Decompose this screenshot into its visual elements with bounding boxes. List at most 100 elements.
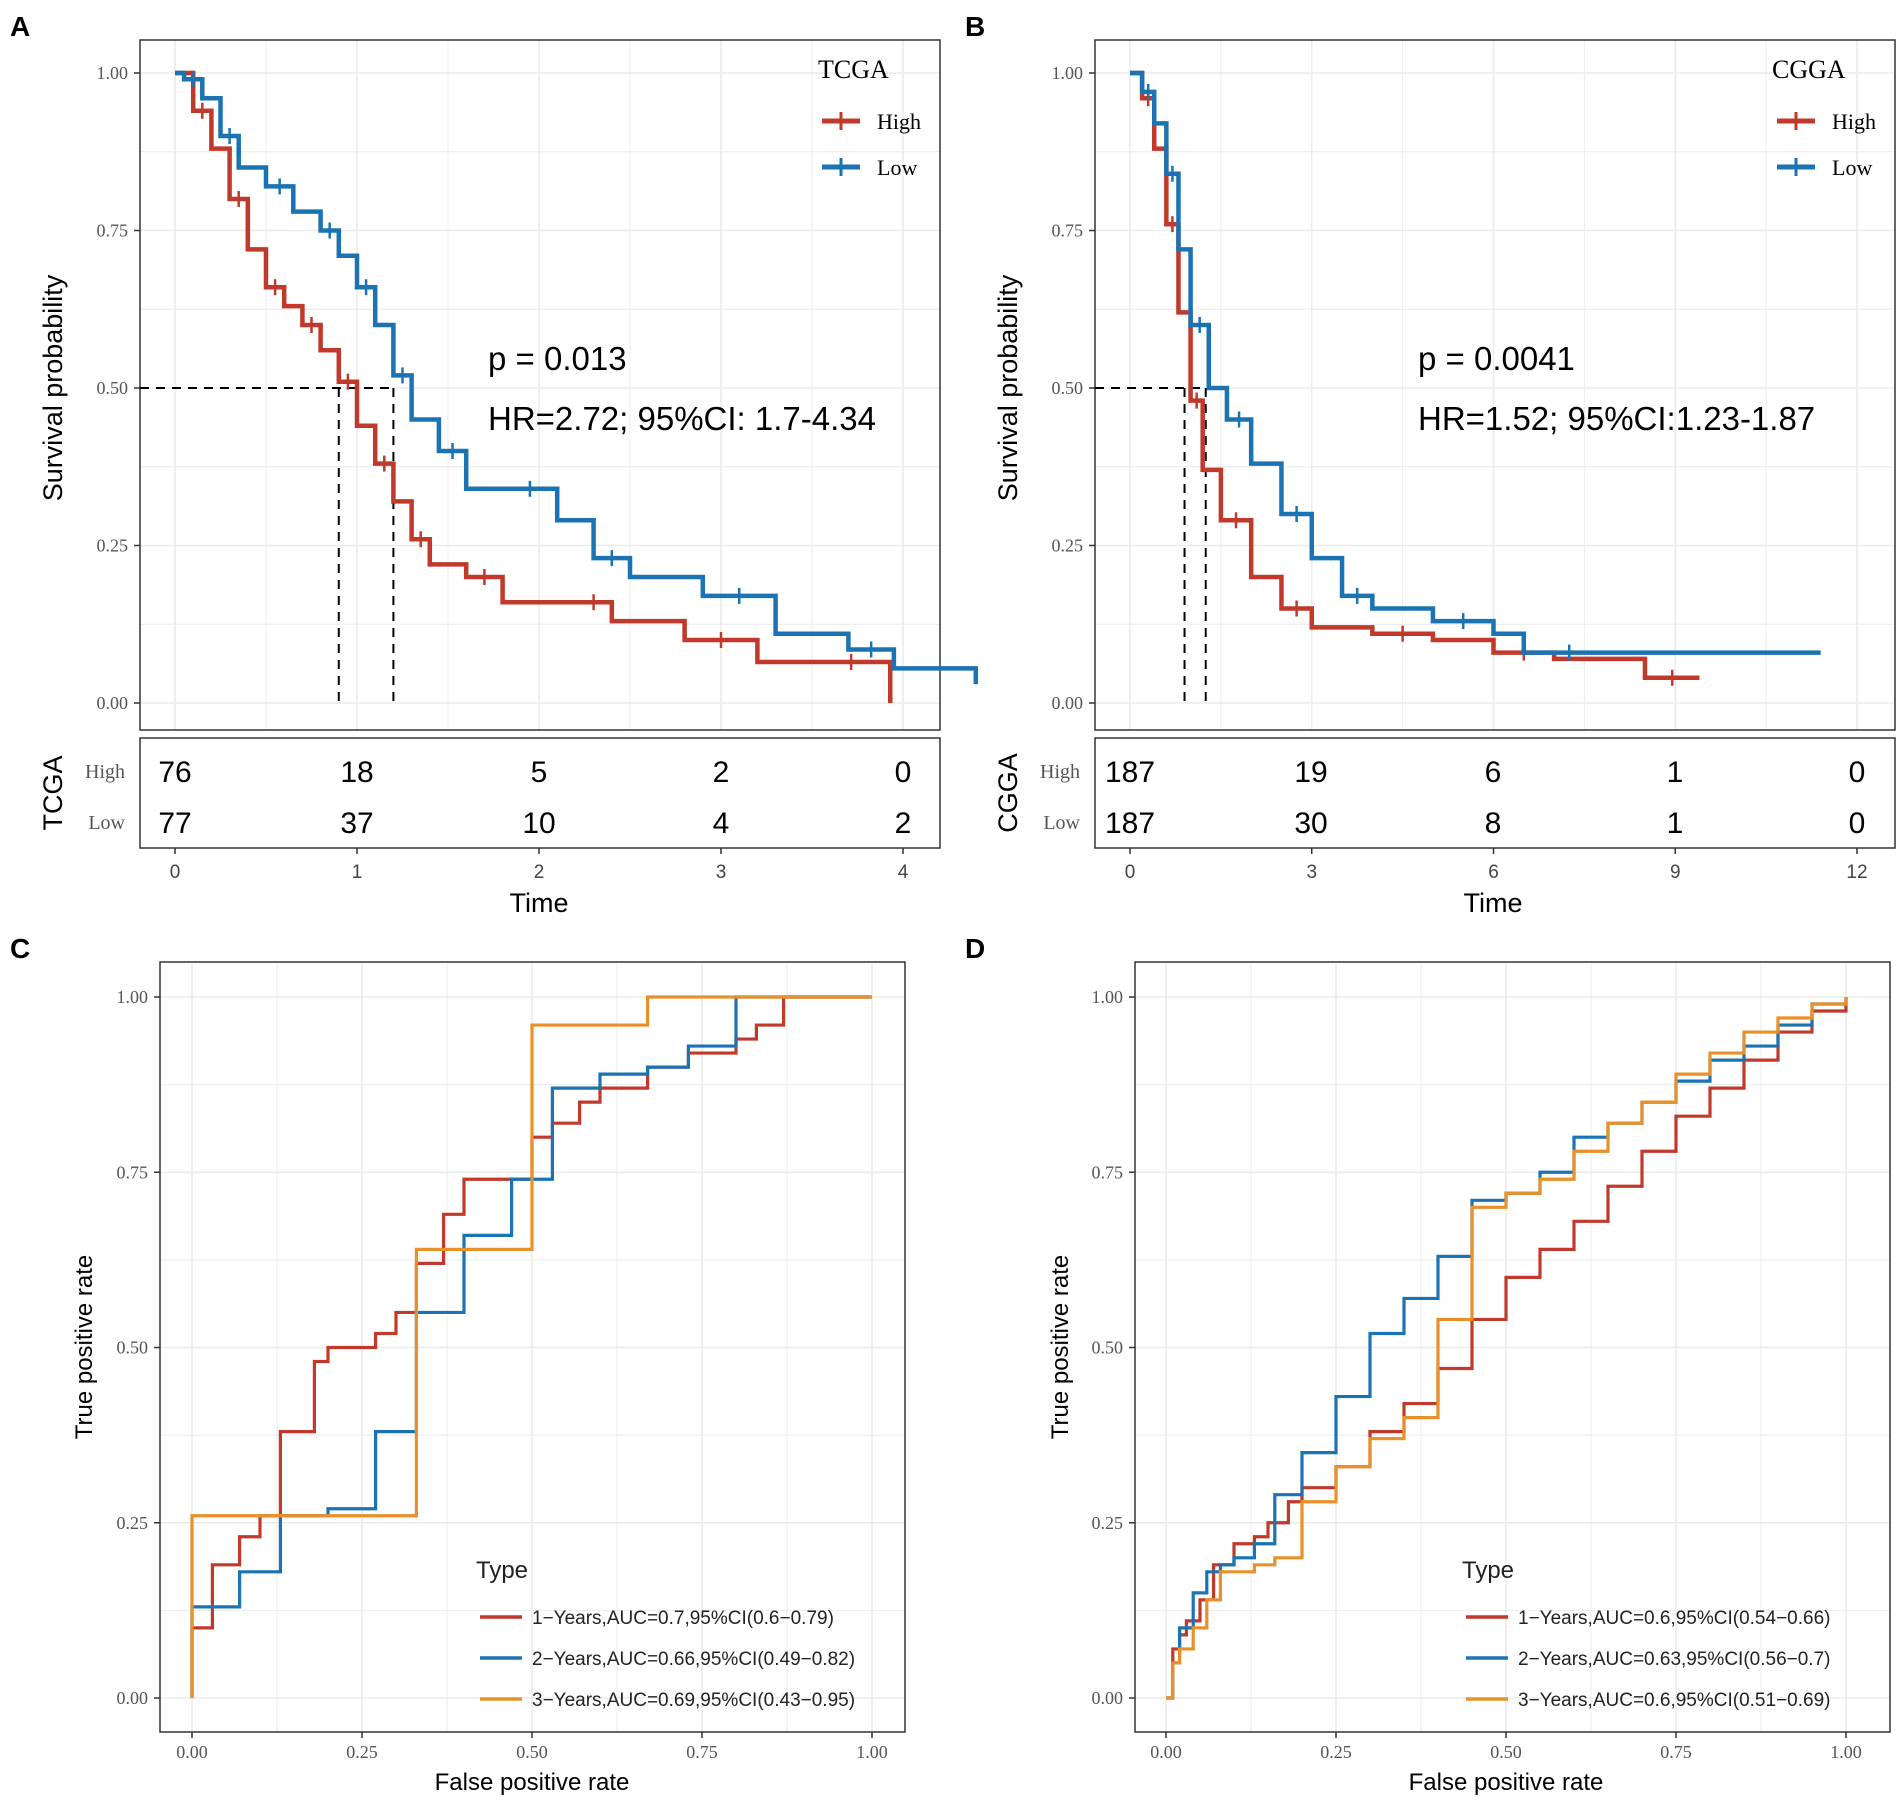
- survival-curves-a: [175, 70, 979, 703]
- y-axis-ticks-b: 0.00 0.25 0.50 0.75 1.00: [1052, 63, 1095, 713]
- y-tick-label: 0.50: [1092, 1338, 1124, 1358]
- roc-curves-d: [1166, 997, 1848, 1700]
- km-panel-tcga: A 0.00 0.25 0.50 0.75 1.00 Survival probabil…: [10, 11, 979, 918]
- risk-value: 187: [1105, 756, 1155, 789]
- x-tick-label: 3: [716, 862, 727, 883]
- survival-curve-high: [1130, 70, 1700, 681]
- risk-row-label-high-b: High: [1040, 761, 1080, 783]
- risk-value: 187: [1105, 807, 1155, 840]
- x-tick-label: 0.75: [1660, 1742, 1692, 1762]
- x-axis-ticks-b: 0 3 6 9 12: [1125, 848, 1868, 883]
- roc-panel-tcga: C 0.00 0.25 0.50 0.75 1.00 0.00 0.25 0.50 0.75 1.…: [10, 933, 906, 1796]
- legend-b: CGGA High Low: [1772, 55, 1876, 180]
- survival-curve-high: [175, 70, 893, 703]
- y-axis-ticks-a: 0.00 0.25 0.50 0.75 1.00: [97, 63, 140, 713]
- km-grid-tcga: [140, 40, 940, 730]
- legend-label-low-b: Low: [1832, 155, 1872, 180]
- km-grid-cgga: [1095, 40, 1895, 730]
- x-tick-label: 0.00: [176, 1742, 208, 1762]
- risk-value: 2: [713, 756, 730, 789]
- x-axis-title-a: Time: [510, 888, 569, 918]
- x-axis-title-c: False positive rate: [435, 1769, 630, 1796]
- roc-grid-cgga: [1135, 962, 1890, 1732]
- risk-row-label-low-a: Low: [88, 812, 125, 834]
- x-tick-label: 1.00: [856, 1742, 888, 1762]
- y-tick-label: 1.00: [1092, 987, 1124, 1007]
- y-tick-label: 0.75: [117, 1162, 149, 1182]
- y-tick-label: 0.00: [97, 693, 129, 713]
- risk-value: 0: [1849, 756, 1866, 789]
- legend-a: TCGA High Low: [818, 55, 921, 180]
- axis-ticks-c: 0.00 0.25 0.50 0.75 1.00 0.00 0.25 0.50 0.75 1.00: [117, 987, 888, 1762]
- y-tick-label: 1.00: [117, 987, 149, 1007]
- km-panel-cgga: B 0.00 0.25 0.50 0.75 1.00 Survival probabil…: [965, 11, 1896, 918]
- roc-legend-label: 3−Years,AUC=0.69,95%CI(0.43−0.95): [532, 1690, 855, 1711]
- roc-legend-c: Type 1−Years,AUC=0.7,95%CI(0.6−0.79) 2−Y…: [476, 1557, 855, 1711]
- risk-value: 10: [522, 807, 555, 840]
- y-axis-title-d: True positive rate: [1047, 1255, 1074, 1440]
- roc-curve-3-years: [1166, 997, 1848, 1700]
- median-lines-b: [1095, 387, 1207, 703]
- risk-value: 0: [895, 756, 912, 789]
- roc-legend-title-c: Type: [476, 1557, 528, 1584]
- risk-value: 19: [1294, 756, 1327, 789]
- roc-legend-label: 1−Years,AUC=0.6,95%CI(0.54−0.66): [1518, 1608, 1830, 1629]
- survival-curves-b: [1130, 70, 1821, 686]
- roc-legend-label: 2−Years,AUC=0.66,95%CI(0.49−0.82): [532, 1649, 855, 1670]
- risk-value: 5: [531, 756, 548, 789]
- risk-table-label-a: TCGA: [38, 755, 68, 830]
- y-tick-label: 0.75: [1052, 221, 1084, 241]
- roc-curve-3-years: [190, 995, 872, 1698]
- panel-label-c: C: [10, 933, 30, 964]
- x-tick-label: 0.25: [346, 1742, 378, 1762]
- x-axis-title-b: Time: [1464, 888, 1523, 918]
- legend-label-high-b: High: [1832, 109, 1876, 134]
- risk-table-frame-b: [1094, 737, 1896, 849]
- legend-label-high-a: High: [877, 109, 921, 134]
- y-axis-title-b: Survival probability: [993, 274, 1023, 501]
- y-tick-label: 0.50: [117, 1338, 149, 1358]
- y-tick-label: 0.50: [1052, 378, 1084, 398]
- x-tick-label: 9: [1670, 862, 1681, 883]
- risk-value: 76: [158, 756, 191, 789]
- roc-legend-label: 2−Years,AUC=0.63,95%CI(0.56−0.7): [1518, 1649, 1830, 1670]
- y-tick-label: 1.00: [97, 63, 129, 83]
- y-tick-label: 0.75: [97, 221, 129, 241]
- x-tick-label: 4: [898, 862, 909, 883]
- hazard-ratio-a: HR=2.72; 95%CI: 1.7-4.34: [488, 400, 876, 437]
- y-tick-label: 0.00: [1052, 693, 1084, 713]
- y-tick-label: 1.00: [1052, 63, 1084, 83]
- risk-value: 37: [340, 807, 373, 840]
- x-tick-label: 0.00: [1150, 1742, 1182, 1762]
- hazard-ratio-b: HR=1.52; 95%CI:1.23-1.87: [1418, 400, 1815, 437]
- y-tick-label: 0.75: [1092, 1162, 1124, 1182]
- y-tick-label: 0.00: [1092, 1688, 1124, 1708]
- legend-title-b: CGGA: [1772, 55, 1846, 84]
- risk-value: 8: [1485, 807, 1502, 840]
- x-tick-label: 12: [1846, 862, 1867, 883]
- panel-label-b: B: [965, 11, 985, 42]
- y-tick-label: 0.25: [97, 536, 129, 556]
- risk-value: 6: [1485, 756, 1502, 789]
- x-tick-label: 3: [1306, 862, 1317, 883]
- risk-value: 2: [895, 807, 912, 840]
- y-axis-title-c: True positive rate: [71, 1255, 98, 1440]
- x-tick-label: 0: [1125, 862, 1136, 883]
- risk-row-label-low-b: Low: [1043, 812, 1080, 834]
- risk-table-frame-a: [139, 737, 941, 849]
- x-tick-label: 0.50: [1490, 1742, 1522, 1762]
- risk-row-label-high-a: High: [85, 761, 125, 783]
- risk-value: 1: [1667, 807, 1684, 840]
- x-tick-label: 6: [1488, 862, 1499, 883]
- roc-legend-title-d: Type: [1462, 1557, 1514, 1584]
- x-axis-title-d: False positive rate: [1409, 1769, 1604, 1796]
- risk-value: 1: [1667, 756, 1684, 789]
- panel-label-a: A: [10, 11, 30, 42]
- roc-panel-cgga: D 0.00 0.25 0.50 0.75 1.00 0.00 0.25 0.50 0.75 1.…: [965, 933, 1891, 1796]
- p-value-a: p = 0.013: [488, 340, 627, 377]
- legend-title-a: TCGA: [818, 55, 889, 84]
- plot-frame-a: [139, 39, 941, 731]
- y-tick-label: 0.00: [117, 1688, 149, 1708]
- x-tick-label: 0.25: [1320, 1742, 1352, 1762]
- y-tick-label: 0.25: [1092, 1513, 1124, 1533]
